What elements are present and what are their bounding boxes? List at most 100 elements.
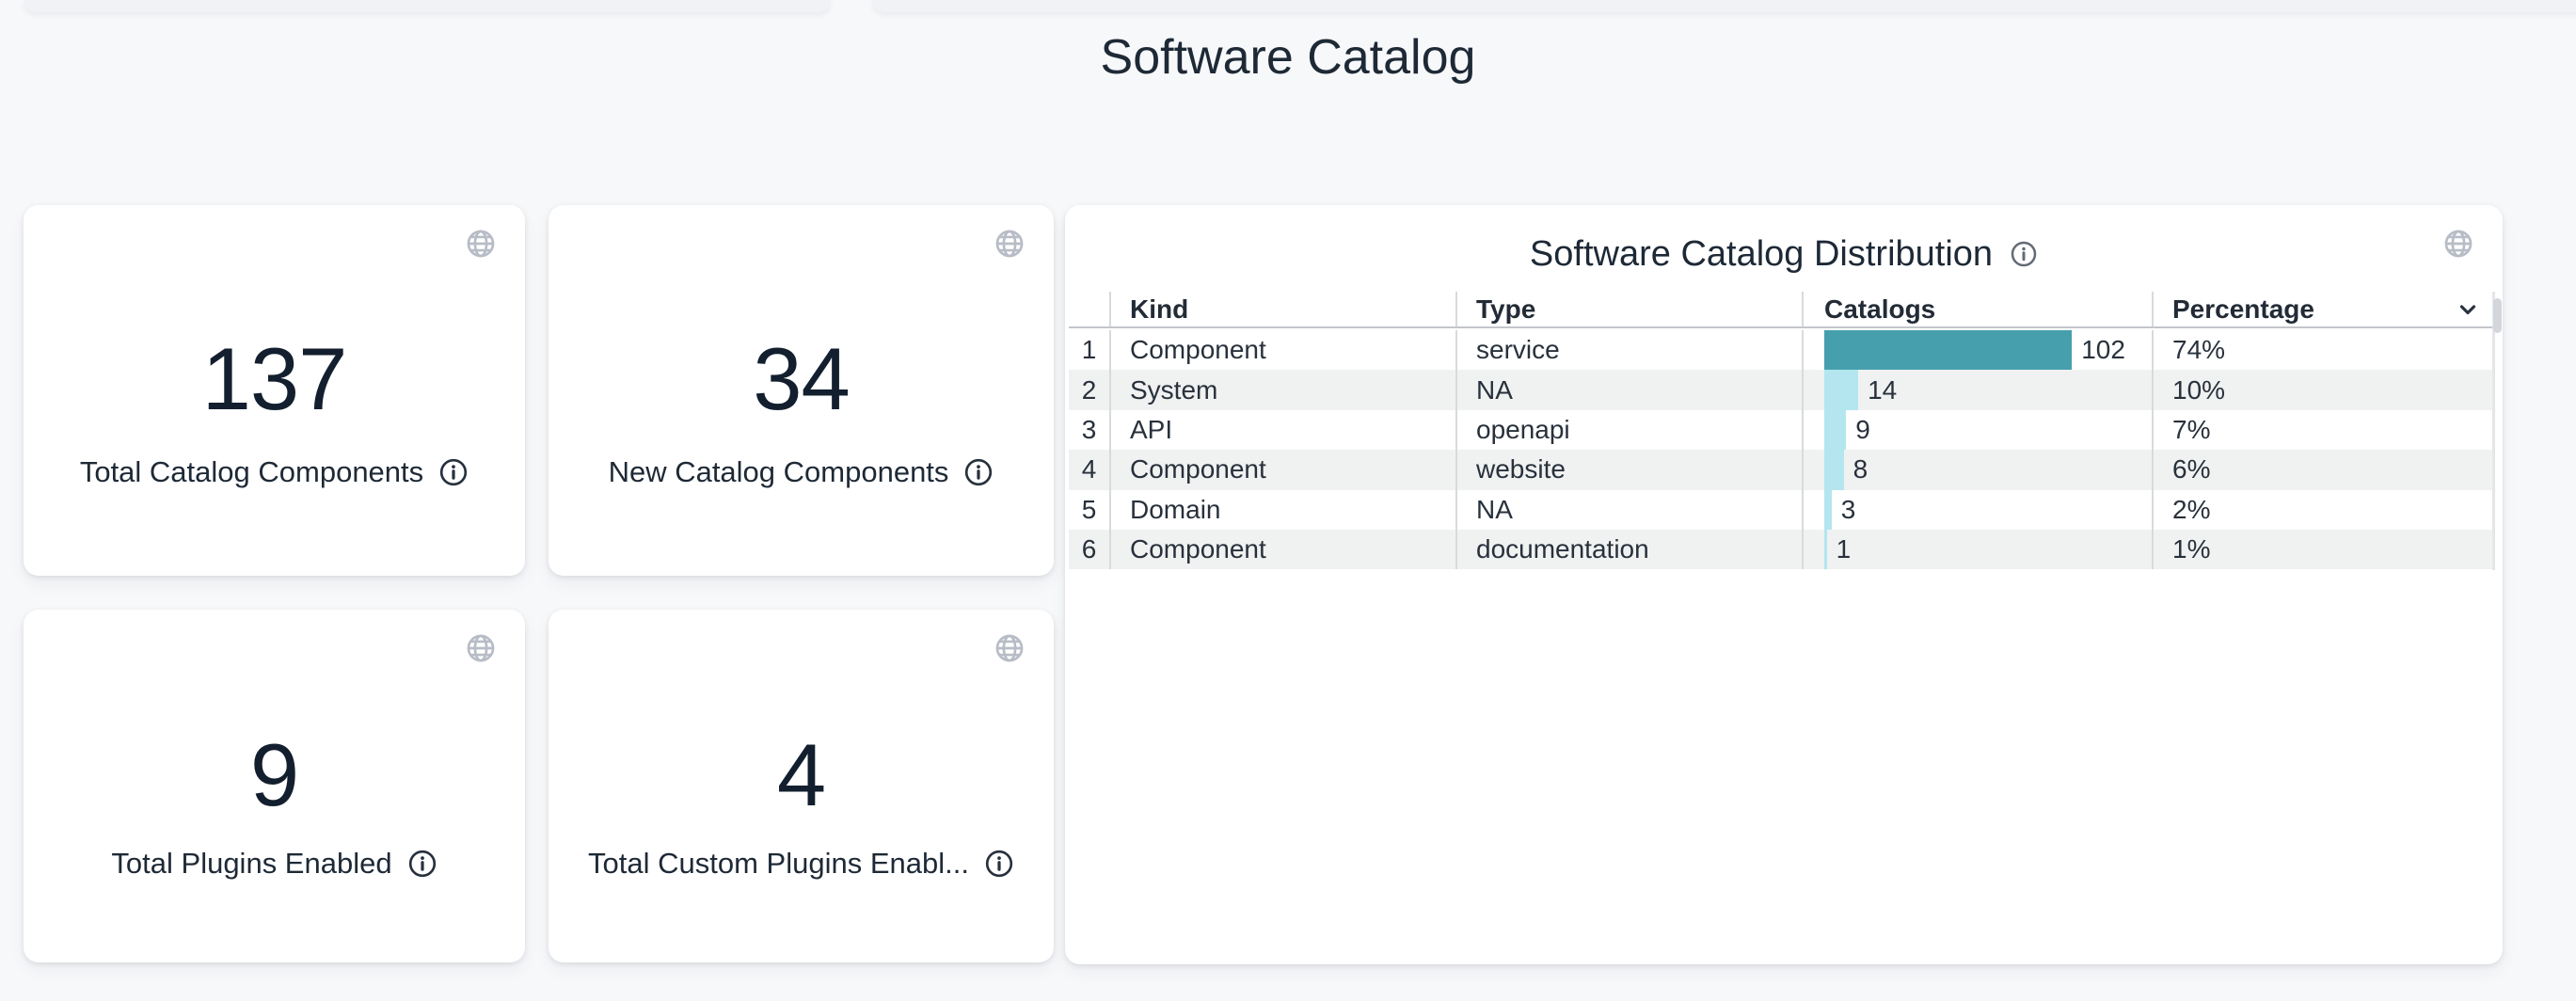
metric-label: Total Catalog Components [79, 454, 424, 488]
cell-percentage-text: 1% [2172, 534, 2211, 564]
catalogs-value: 1 [1836, 534, 1852, 564]
cell-catalogs: 102 [1802, 330, 2152, 371]
cell-type-text: NA [1476, 494, 1513, 524]
cell-kind: Domain [1109, 489, 1455, 530]
cell-percentage: 10% [2152, 370, 2495, 410]
cell-catalogs: 14 [1802, 370, 2152, 410]
catalogs-bar [1824, 450, 1844, 490]
cell-catalogs: 8 [1802, 450, 2152, 490]
catalogs-value: 14 [1868, 374, 1898, 405]
row-number-text: 3 [1081, 414, 1097, 444]
scrollbar-track [2492, 292, 2495, 570]
metric-label: Total Plugins Enabled [111, 847, 392, 880]
cell-percentage-text: 6% [2172, 454, 2211, 485]
cell-percentage-text: 7% [2172, 414, 2211, 444]
column-header-kind[interactable]: Kind [1109, 292, 1455, 326]
cell-kind-text: Domain [1130, 494, 1221, 524]
cell-kind-text: Component [1130, 335, 1266, 365]
info-icon[interactable] [438, 457, 469, 487]
cell-kind: System [1109, 370, 1455, 410]
scorecard-total-custom-plugins-enabled: 4 Total Custom Plugins Enabl... [549, 610, 1054, 962]
catalogs-bar [1824, 529, 1827, 570]
row-number: 1 [1069, 330, 1109, 370]
metric-value: 4 [776, 725, 826, 825]
row-number-text: 1 [1081, 335, 1097, 365]
cell-kind-text: Component [1130, 454, 1266, 485]
cell-percentage: 1% [2152, 529, 2495, 570]
cell-percentage: 74% [2152, 330, 2495, 371]
cell-kind: API [1109, 409, 1455, 451]
catalogs-bar [1824, 330, 2073, 371]
cell-type-text: documentation [1476, 534, 1649, 564]
globe-icon[interactable] [994, 632, 1026, 664]
table-body: 1 Component service 102 74% 2 System NA 14 10% 3 AP… [1069, 330, 2495, 570]
cell-kind: Component [1109, 450, 1455, 490]
row-number: 5 [1069, 490, 1109, 530]
globe-icon[interactable] [465, 632, 497, 664]
cell-type-text: NA [1476, 374, 1513, 405]
cell-catalogs: 3 [1802, 489, 2152, 530]
cell-type: service [1455, 330, 1802, 371]
cutoff-card-above-left [24, 0, 831, 12]
table-header: Kind Type Catalogs Percentage [1069, 292, 2495, 328]
cell-kind: Component [1109, 529, 1455, 570]
column-header-percentage[interactable]: Percentage [2152, 292, 2495, 326]
cell-type: documentation [1455, 529, 1802, 570]
metric-value: 34 [753, 329, 851, 429]
cell-type-text: openapi [1476, 414, 1570, 444]
table-row[interactable]: 3 API openapi 9 7% [1069, 409, 2495, 451]
table-row[interactable]: 6 Component documentation 1 1% [1069, 529, 2495, 570]
row-number: 3 [1069, 410, 1109, 450]
cell-percentage: 2% [2152, 489, 2495, 530]
cell-catalogs: 9 [1802, 409, 2152, 451]
row-number-text: 6 [1081, 534, 1097, 564]
info-icon[interactable] [2010, 240, 2038, 268]
info-icon[interactable] [407, 849, 437, 879]
metric-label: Total Custom Plugins Enabl... [588, 847, 969, 880]
cell-percentage-text: 74% [2172, 335, 2226, 365]
table-row[interactable]: 5 Domain NA 3 2% [1069, 489, 2495, 530]
cell-type: NA [1455, 370, 1802, 410]
metric-value: 137 [201, 329, 348, 429]
chevron-down-icon[interactable] [2457, 298, 2479, 321]
cell-type-text: service [1476, 335, 1560, 365]
page-title: Software Catalog [1100, 30, 1476, 85]
column-header-type[interactable]: Type [1455, 292, 1802, 326]
row-number-text: 4 [1081, 454, 1097, 485]
cutoff-card-above-right [872, 0, 2576, 12]
catalogs-value: 102 [2081, 335, 2125, 365]
cell-percentage-text: 10% [2172, 374, 2226, 405]
scorecard-total-catalog-components: 137 Total Catalog Components [24, 205, 525, 576]
globe-icon[interactable] [994, 228, 1026, 260]
row-number: 4 [1069, 450, 1109, 489]
scrollbar-thumb[interactable] [2493, 298, 2502, 333]
row-number: 2 [1069, 370, 1109, 409]
row-number-header [1069, 292, 1109, 326]
table-row[interactable]: 4 Component website 8 6% [1069, 450, 2495, 490]
cell-kind-text: API [1130, 414, 1173, 444]
row-number-text: 2 [1081, 374, 1097, 405]
cell-catalogs: 1 [1802, 529, 2152, 570]
catalogs-value: 9 [1855, 414, 1870, 444]
catalogs-value: 3 [1840, 494, 1856, 524]
table-row[interactable]: 1 Component service 102 74% [1069, 330, 2495, 371]
cell-type: NA [1455, 489, 1802, 530]
table-title: Software Catalog Distribution [1529, 234, 1994, 274]
cell-percentage: 7% [2152, 409, 2495, 451]
software-catalog-distribution-card: Software Catalog Distribution Kind Type … [1065, 205, 2503, 964]
globe-icon[interactable] [465, 228, 497, 260]
catalogs-bar [1824, 370, 1859, 410]
cell-type-text: website [1476, 454, 1566, 485]
table-row[interactable]: 2 System NA 14 10% [1069, 370, 2495, 410]
catalogs-value: 8 [1852, 454, 1868, 485]
column-header-catalogs[interactable]: Catalogs [1802, 292, 2152, 326]
info-icon[interactable] [963, 457, 994, 487]
metric-label: New Catalog Components [608, 454, 949, 488]
cell-kind-text: Component [1130, 534, 1266, 564]
cell-type: website [1455, 450, 1802, 490]
cell-type: openapi [1455, 409, 1802, 451]
cell-kind: Component [1109, 330, 1455, 371]
info-icon[interactable] [984, 849, 1014, 879]
cell-percentage-text: 2% [2172, 494, 2211, 524]
